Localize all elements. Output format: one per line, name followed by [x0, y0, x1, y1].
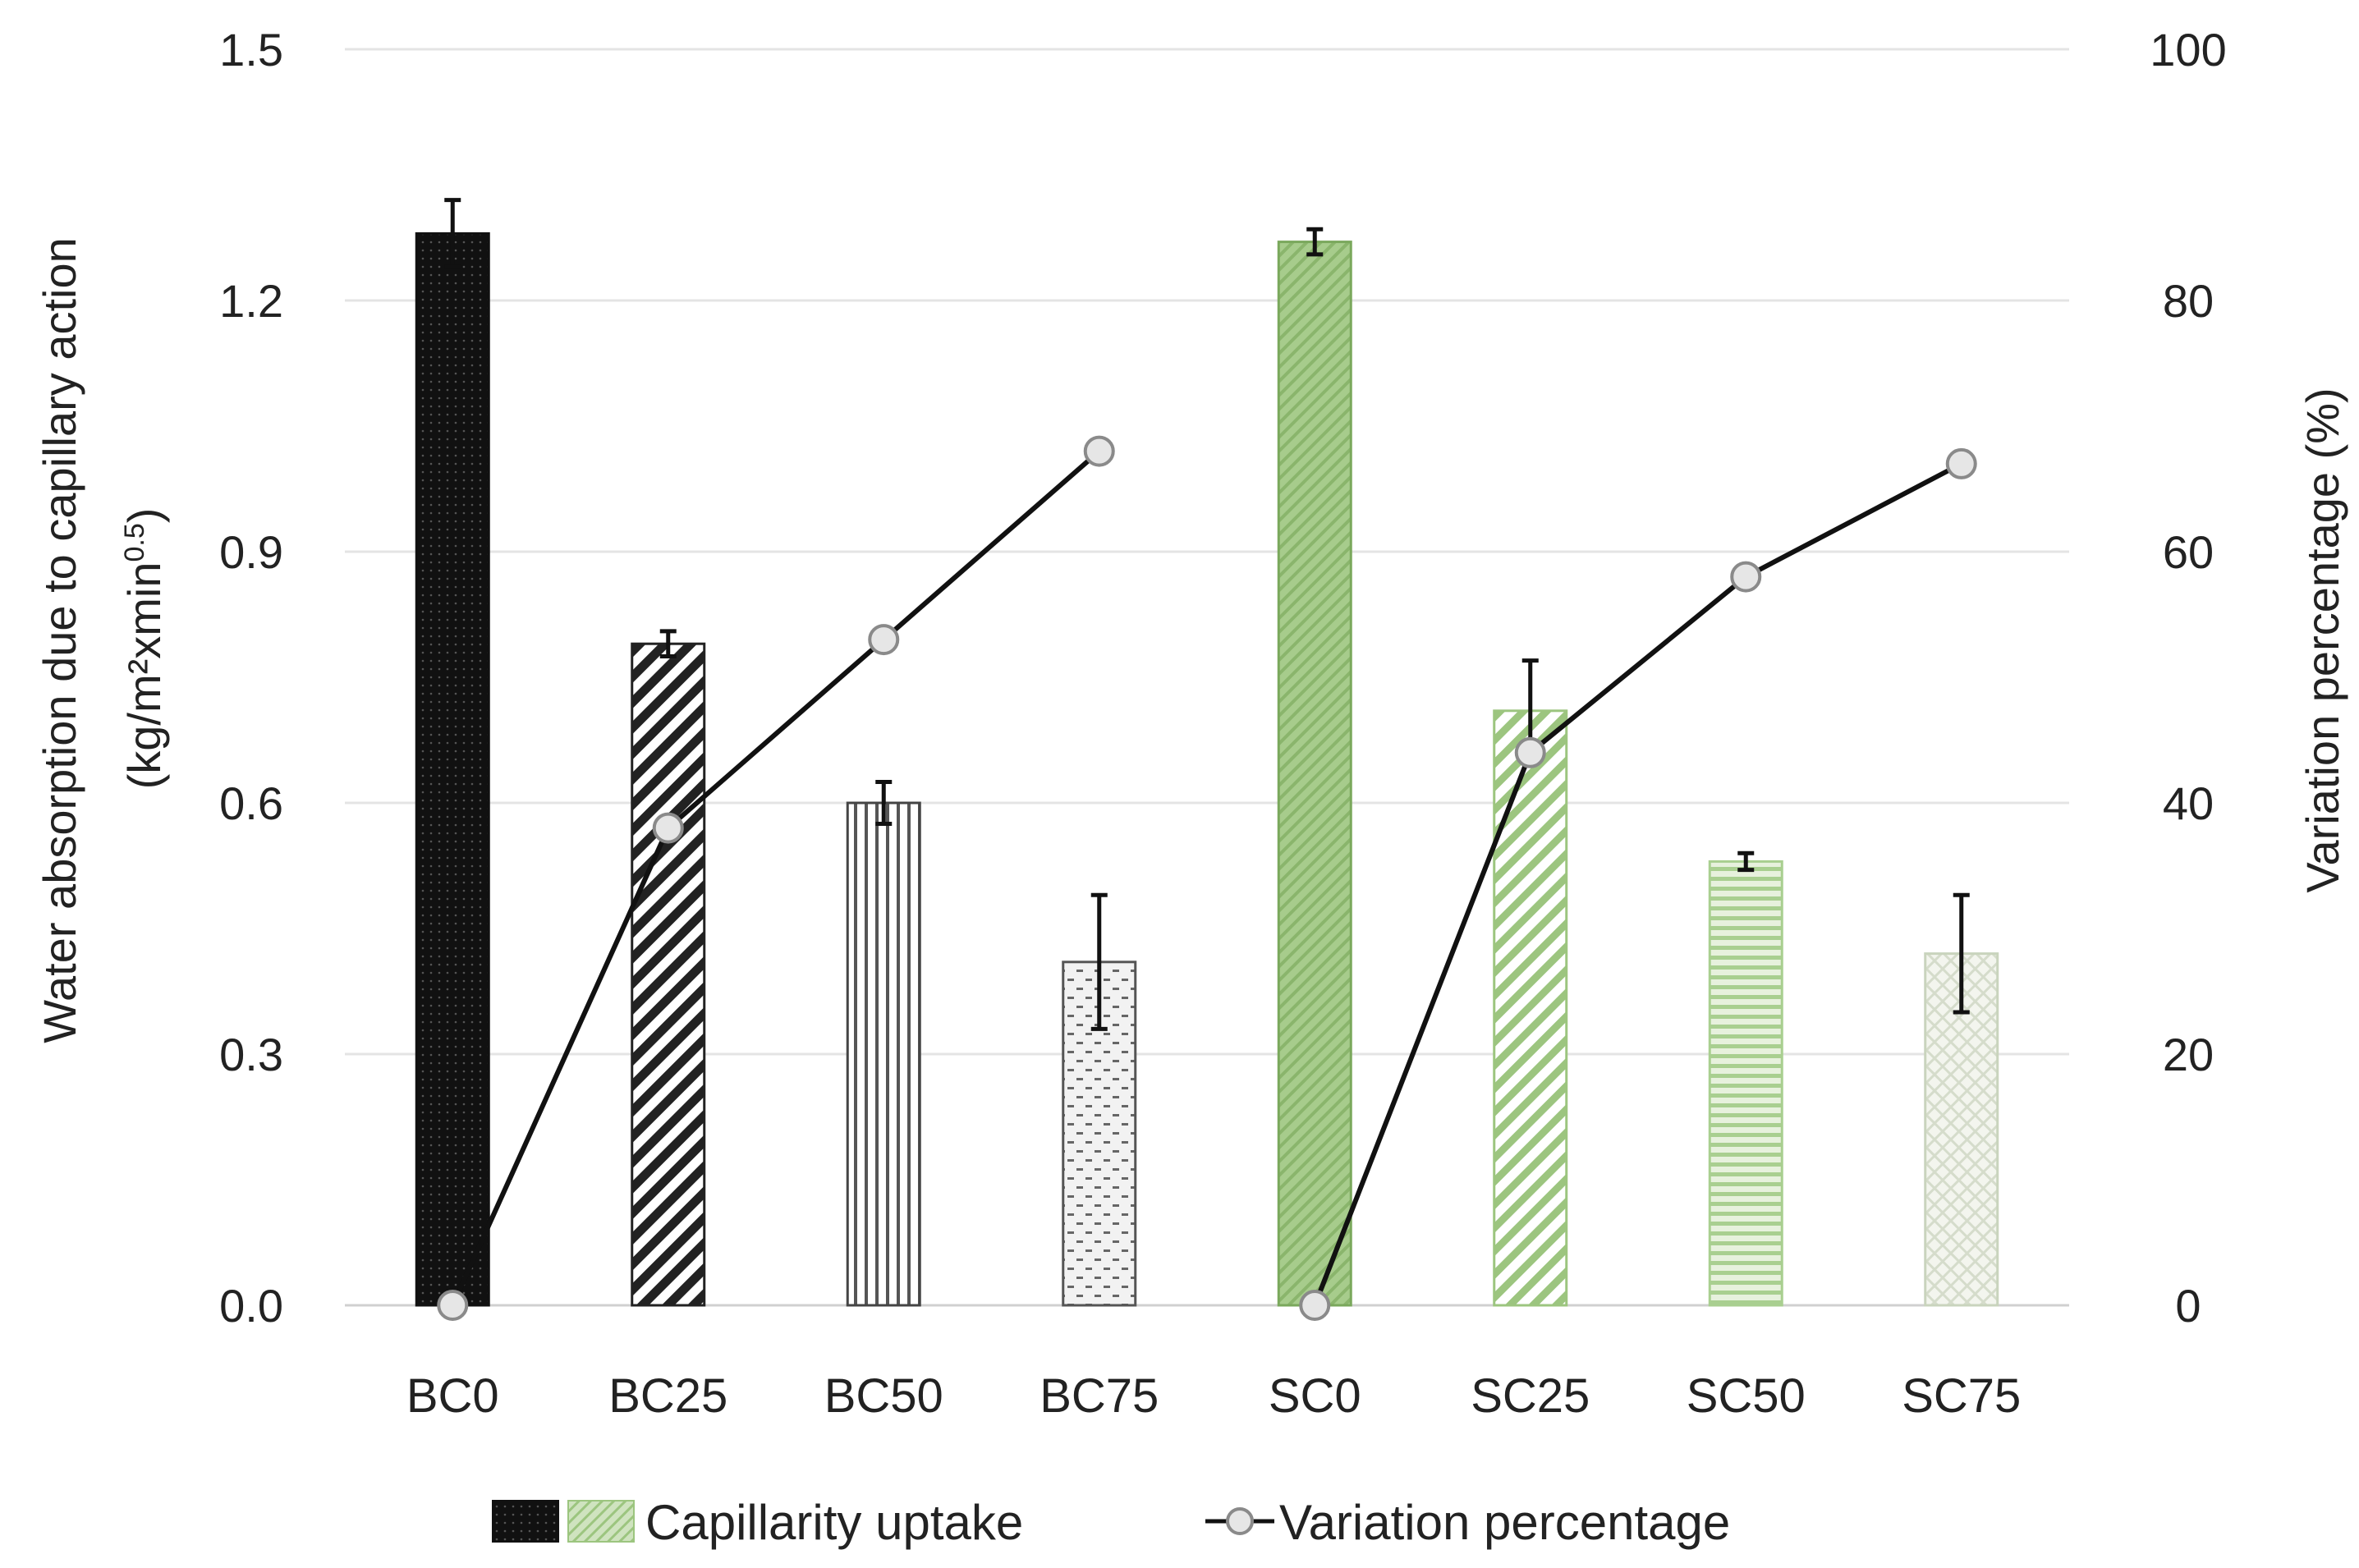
category-label-sc50: SC50: [1687, 1369, 1806, 1423]
category-label-bc50: BC50: [824, 1369, 943, 1423]
legend-marker: [1226, 1507, 1254, 1535]
left-axis-ticks: 0.0 0.3 0.6 0.9 1.2 1.5: [219, 24, 283, 1332]
left-tick-label: 0.9: [219, 526, 283, 578]
legend: Capillarity uptake Variation percentage: [492, 1495, 1730, 1550]
legend-line-label: Variation percentage: [1279, 1495, 1730, 1550]
category-label-bc0: BC0: [406, 1369, 499, 1423]
grid-lines: [345, 48, 2069, 1307]
right-tick-label: 80: [2163, 275, 2214, 327]
left-tick-label: 1.5: [219, 24, 283, 76]
bar-bc0: [415, 232, 490, 1307]
left-axis-unit-main: (kg/m²xmin: [118, 562, 170, 790]
left-tick-label: 0.6: [219, 777, 283, 829]
category-label-bc75: BC75: [1040, 1369, 1159, 1423]
category-label-bc25: BC25: [608, 1369, 727, 1423]
variation-point-bc0: [437, 1290, 469, 1321]
bar-sc25: [1493, 709, 1568, 1307]
variation-point-sc0: [1299, 1290, 1331, 1321]
left-tick-label: 0.3: [219, 1029, 283, 1080]
variation-point-bc25: [652, 812, 684, 844]
variation-point-sc25: [1514, 736, 1546, 768]
left-axis-unit: (kg/m²xmin0.5): [118, 508, 170, 790]
variation-point-bc50: [868, 624, 900, 656]
category-labels: BC0 BC25 BC50 BC75 SC0 SC25 SC50 SC75: [406, 1369, 2021, 1423]
category-label-sc25: SC25: [1471, 1369, 1590, 1423]
legend-swatch-black: [492, 1500, 559, 1543]
variation-point-bc75: [1083, 435, 1115, 467]
variation-line-group-2: [1312, 461, 1963, 1307]
right-axis-title: Variation percentage (%): [2297, 387, 2348, 892]
bar-bc50: [846, 801, 921, 1307]
right-tick-label: 60: [2163, 526, 2214, 578]
bar-bc25: [631, 642, 706, 1307]
bar-sc0: [1277, 241, 1352, 1307]
left-tick-label: 0.0: [219, 1280, 283, 1332]
legend-swatch-green: [567, 1500, 635, 1543]
variation-line: [437, 435, 1977, 1321]
right-tick-label: 40: [2163, 777, 2214, 829]
error-bars: [444, 198, 1970, 1031]
category-label-sc0: SC0: [1269, 1369, 1361, 1423]
bars: [415, 232, 1999, 1307]
right-tick-label: 100: [2150, 24, 2226, 76]
right-tick-label: 0: [2175, 1280, 2201, 1332]
left-tick-label: 1.2: [219, 275, 283, 327]
variation-point-sc50: [1730, 561, 1762, 593]
left-axis-unit-sup: 0.5: [119, 523, 150, 562]
left-axis-title: Water absorption due to capillary action: [34, 237, 85, 1043]
left-axis-unit-close: ): [118, 508, 170, 524]
bar-sc50: [1708, 860, 1783, 1307]
category-label-sc75: SC75: [1902, 1369, 2021, 1423]
right-tick-label: 20: [2163, 1029, 2214, 1080]
variation-line-group-1: [450, 449, 1101, 1307]
legend-bar-label: Capillarity uptake: [645, 1495, 1023, 1550]
variation-point-sc75: [1945, 447, 1977, 479]
right-axis-ticks: 0 20 40 60 80 100: [2150, 24, 2226, 1332]
